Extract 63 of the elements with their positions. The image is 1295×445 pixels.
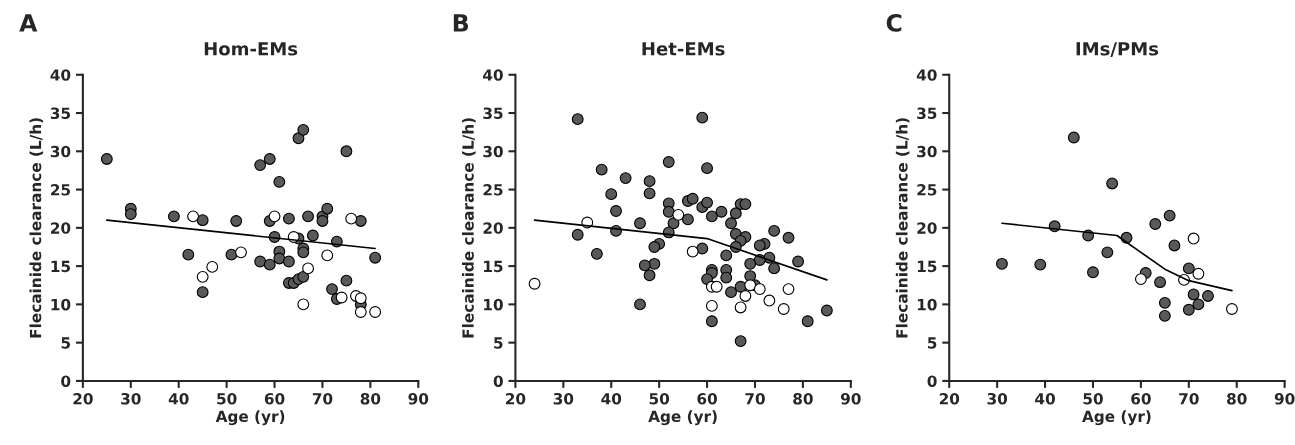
- y-tick-label: 10: [51, 298, 71, 311]
- text: A: [19, 14, 38, 32]
- y-tick-label: 5: [927, 337, 937, 349]
- y-tick-label: 30: [917, 145, 937, 158]
- y-tick-label: 10: [917, 298, 937, 311]
- y-tick-label: 20: [51, 222, 71, 234]
- x-tick-label: 70: [745, 393, 765, 405]
- y-tick-label: 30: [483, 145, 503, 158]
- x-tick-label: 40: [168, 393, 189, 405]
- x-tick-label: 60: [264, 393, 285, 405]
- y-tick-label: 0: [927, 375, 937, 387]
- y-tick-label: 20: [483, 222, 503, 234]
- x-tick-label: 50: [1083, 393, 1103, 405]
- y-tick-label: 15: [917, 260, 937, 273]
- chart-title: Hom-EMs: [204, 42, 298, 56]
- y-axis-title: Flecainide clearance (L/h): [895, 118, 910, 338]
- y-tick-label: 35: [917, 107, 937, 120]
- x-tick-label: 50: [217, 393, 237, 405]
- chart-title: Het-EMs: [642, 42, 725, 56]
- y-tick-label: 5: [494, 337, 503, 349]
- y-tick-label: 10: [484, 298, 503, 311]
- y-tick-label: 40: [916, 69, 937, 81]
- y-tick-label: 35: [483, 107, 503, 120]
- text: C: [886, 13, 902, 32]
- y-tick-label: 35: [50, 107, 71, 120]
- x-tick-label: 90: [1274, 393, 1295, 405]
- y-axis-title: Flecainide clearance (L/h): [462, 118, 476, 338]
- x-tick-label: 20: [73, 393, 93, 405]
- x-tick-label: 90: [408, 393, 429, 405]
- x-tick-label: 80: [360, 393, 381, 405]
- y-tick-label: 0: [61, 375, 71, 387]
- x-tick-label: 50: [649, 393, 670, 405]
- y-tick-label: 0: [493, 375, 503, 387]
- y-tick-label: 25: [483, 184, 503, 196]
- chart-title: IMs/PMs: [1076, 42, 1159, 57]
- x-axis-title: Age (yr): [648, 410, 717, 426]
- y-tick-label: 25: [917, 184, 937, 196]
- y-tick-label: 25: [51, 184, 71, 196]
- x-axis-title: Age (yr): [1082, 410, 1151, 426]
- text: B: [453, 14, 469, 32]
- y-tick-label: 15: [51, 260, 71, 273]
- y-tick-label: 20: [917, 222, 937, 234]
- x-tick-label: 80: [1227, 393, 1247, 405]
- x-tick-label: 20: [505, 393, 526, 405]
- x-tick-label: 80: [793, 393, 813, 405]
- x-tick-label: 60: [697, 393, 717, 405]
- x-tick-label: 20: [939, 393, 960, 405]
- x-tick-label: 30: [121, 393, 141, 405]
- y-tick-label: 40: [50, 69, 71, 81]
- y-tick-label: 5: [61, 337, 71, 349]
- x-tick-label: 90: [840, 393, 861, 405]
- y-tick-label: 15: [484, 260, 503, 273]
- y-tick-label: 30: [50, 145, 71, 158]
- x-tick-label: 40: [601, 393, 622, 405]
- x-tick-label: 60: [1131, 393, 1151, 405]
- y-tick-label: 40: [483, 69, 503, 81]
- x-tick-label: 70: [312, 393, 333, 405]
- x-tick-label: 70: [1179, 393, 1199, 405]
- x-tick-label: 40: [1035, 393, 1055, 405]
- x-tick-label: 30: [987, 393, 1008, 405]
- y-axis-title: Flecainide clearance (L/h): [29, 118, 44, 338]
- x-tick-label: 30: [553, 393, 574, 405]
- x-axis-title: Age (yr): [215, 410, 285, 426]
